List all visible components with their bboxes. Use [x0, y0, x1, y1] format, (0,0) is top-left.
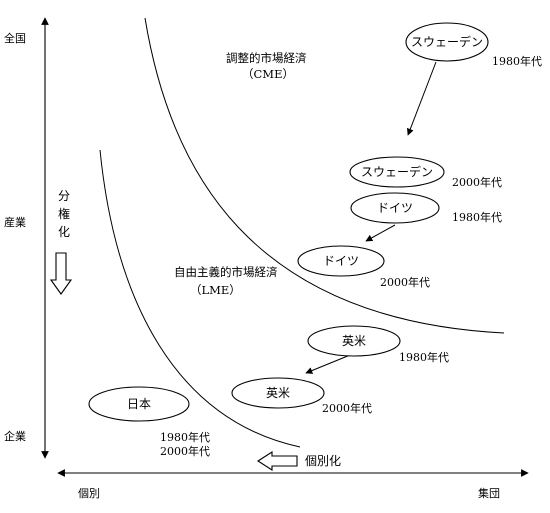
x-tick-left: 個別 — [78, 487, 100, 500]
node-anglo-2000: 英米 2000年代 — [232, 378, 372, 415]
year-japan-2000: 2000年代 — [160, 444, 210, 458]
node-sweden-2000: スウェーデン 2000年代 — [350, 157, 502, 189]
y-tick-bottom: 企業 — [4, 429, 26, 443]
label-germany-2000: ドイツ — [323, 254, 359, 268]
individualization-label: 個別化 — [305, 454, 341, 468]
left-hollow-arrow-icon — [258, 452, 297, 470]
node-sweden-1980: スウェーデン 1980年代 — [406, 23, 542, 68]
decentralization-char-2: 権 — [58, 206, 70, 221]
label-germany-1980: ドイツ — [377, 201, 413, 215]
y-tick-middle: 産業 — [4, 216, 26, 229]
lme-label-line1: 自由主義的市場経済 — [174, 265, 278, 279]
label-sweden-2000: スウェーデン — [361, 164, 433, 179]
node-japan: 日本 1980年代 2000年代 — [89, 387, 210, 458]
cme-label-line1: 調整的市場経済 — [226, 51, 307, 65]
node-germany-2000: ドイツ 2000年代 — [298, 246, 430, 289]
year-sweden-2000: 2000年代 — [452, 175, 502, 189]
year-sweden-1980: 1980年代 — [492, 54, 542, 68]
decentralization-char-1: 分 — [58, 189, 70, 203]
germany-transition-arrow — [366, 225, 395, 241]
y-tick-top: 全国 — [4, 31, 26, 45]
sweden-transition-arrow — [408, 62, 436, 135]
x-tick-right: 集団 — [478, 486, 500, 500]
node-germany-1980: ドイツ 1980年代 — [351, 193, 502, 224]
label-anglo-1980: 英米 — [342, 334, 366, 348]
year-germany-1980: 1980年代 — [452, 210, 502, 224]
cme-label-line2: （CME） — [242, 67, 294, 81]
down-hollow-arrow-icon — [51, 253, 71, 294]
year-anglo-1980: 1980年代 — [399, 350, 449, 364]
year-germany-2000: 2000年代 — [380, 275, 430, 289]
node-anglo-1980: 英米 1980年代 — [308, 326, 449, 364]
decentralization-char-3: 化 — [58, 225, 70, 239]
label-anglo-2000: 英米 — [266, 386, 290, 400]
label-sweden-1980: スウェーデン — [411, 34, 483, 49]
lme-label-line2: （LME） — [190, 283, 241, 297]
year-japan-1980: 1980年代 — [160, 430, 210, 444]
label-japan: 日本 — [127, 397, 151, 411]
year-anglo-2000: 2000年代 — [322, 401, 372, 415]
